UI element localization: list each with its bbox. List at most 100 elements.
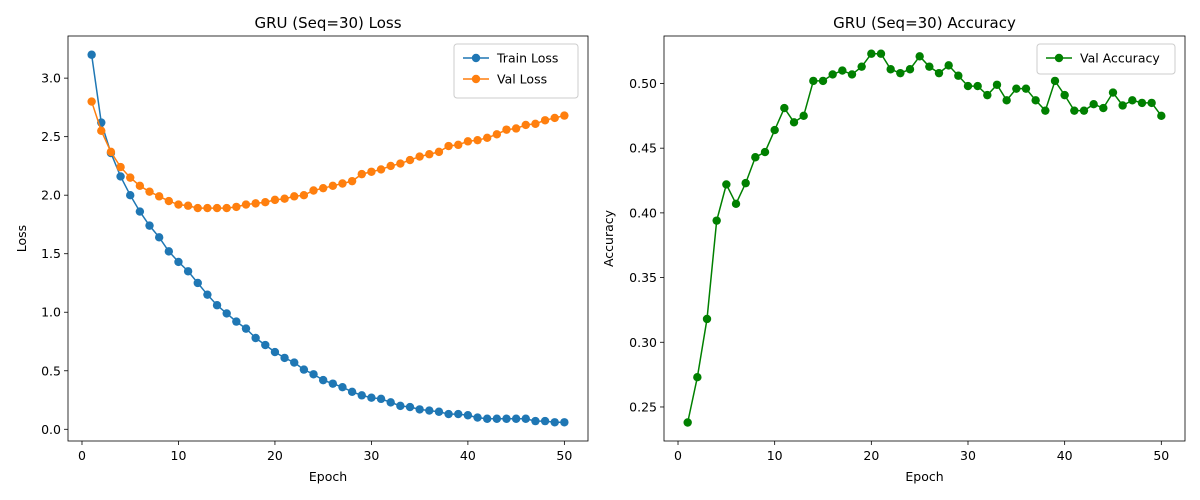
data-point bbox=[983, 90, 992, 100]
y-tick-label: 0.30 bbox=[629, 335, 657, 350]
data-point bbox=[116, 172, 125, 181]
data-point bbox=[106, 147, 116, 157]
data-point bbox=[154, 233, 164, 242]
y-axis-label: Accuracy bbox=[601, 209, 616, 267]
y-tick-label: 0.25 bbox=[629, 399, 657, 414]
series-val-accuracy bbox=[683, 49, 1166, 427]
data-point bbox=[973, 81, 982, 91]
data-point bbox=[540, 116, 550, 125]
data-point bbox=[386, 161, 395, 171]
data-point bbox=[290, 358, 299, 367]
data-point bbox=[560, 111, 569, 120]
y-tick-label: 3.0 bbox=[41, 71, 61, 86]
data-point bbox=[174, 257, 183, 267]
data-point bbox=[405, 155, 415, 165]
data-point bbox=[222, 309, 231, 318]
data-point bbox=[241, 324, 251, 333]
data-point bbox=[261, 340, 270, 350]
data-point bbox=[405, 402, 415, 412]
data-point bbox=[1137, 98, 1147, 108]
data-point bbox=[531, 416, 540, 426]
data-point bbox=[1089, 99, 1098, 109]
data-point bbox=[309, 186, 318, 195]
legend-label: Train Loss bbox=[496, 51, 558, 66]
x-tick-label: 40 bbox=[460, 448, 476, 463]
data-point bbox=[376, 394, 386, 404]
data-point bbox=[87, 97, 96, 106]
y-tick-label: 2.0 bbox=[41, 188, 61, 203]
data-point bbox=[193, 278, 202, 288]
data-point bbox=[434, 407, 444, 416]
loss-chart: GRU (Seq=30) Loss Epoch Loss 0 10 20 30 40 50 0.0… bbox=[14, 14, 589, 484]
legend-box bbox=[1036, 43, 1176, 75]
x-axis-label: Epoch bbox=[905, 469, 943, 484]
data-point bbox=[164, 247, 174, 256]
legend-marker bbox=[1054, 53, 1064, 63]
data-point bbox=[299, 190, 309, 200]
plot-frame bbox=[67, 35, 589, 442]
data-point bbox=[347, 387, 357, 397]
data-point bbox=[731, 199, 741, 209]
data-point bbox=[492, 414, 502, 423]
data-point bbox=[502, 125, 511, 134]
y-tick-label: 0.35 bbox=[629, 270, 657, 285]
data-point bbox=[702, 314, 712, 324]
data-point bbox=[789, 118, 799, 127]
data-point bbox=[818, 76, 828, 86]
data-point bbox=[550, 113, 559, 123]
x-tick-label: 10 bbox=[171, 448, 187, 463]
data-point bbox=[809, 76, 818, 86]
data-point bbox=[693, 373, 702, 382]
data-point bbox=[251, 333, 260, 343]
data-point bbox=[425, 406, 434, 415]
x-axis-label: Epoch bbox=[309, 469, 347, 484]
data-point bbox=[492, 130, 502, 139]
y-tick-label: 2.5 bbox=[41, 129, 61, 144]
x-tick-label: 10 bbox=[767, 448, 783, 463]
data-point bbox=[473, 413, 482, 422]
x-tick-label: 40 bbox=[1057, 448, 1073, 463]
x-tick-label: 20 bbox=[267, 448, 283, 463]
data-point bbox=[511, 414, 521, 423]
data-point bbox=[780, 103, 789, 113]
data-point bbox=[992, 80, 1002, 89]
data-point bbox=[444, 409, 453, 419]
data-point bbox=[1012, 84, 1021, 93]
chart-title: GRU (Seq=30) Loss bbox=[254, 14, 401, 32]
data-point bbox=[126, 190, 135, 200]
data-point bbox=[97, 126, 106, 136]
data-point bbox=[751, 153, 760, 162]
data-point bbox=[1050, 76, 1060, 86]
data-point bbox=[1070, 106, 1079, 115]
data-point bbox=[886, 65, 895, 74]
data-point bbox=[531, 119, 540, 128]
y-tick-label: 1.0 bbox=[41, 305, 61, 320]
data-point bbox=[203, 203, 212, 213]
y-axis-label: Loss bbox=[14, 225, 29, 252]
data-point bbox=[434, 147, 444, 157]
data-point bbox=[145, 221, 154, 230]
series-train-loss bbox=[87, 50, 569, 427]
data-point bbox=[338, 179, 347, 188]
data-point bbox=[828, 70, 837, 79]
data-point bbox=[741, 178, 750, 188]
x-tick-label: 30 bbox=[960, 448, 976, 463]
data-point bbox=[1128, 96, 1137, 105]
data-point bbox=[540, 416, 550, 426]
data-point bbox=[135, 181, 145, 191]
data-point bbox=[954, 71, 963, 80]
data-point bbox=[290, 192, 299, 201]
data-point bbox=[251, 199, 260, 208]
data-point bbox=[386, 398, 395, 407]
data-point bbox=[722, 180, 731, 189]
data-point bbox=[241, 200, 251, 209]
data-point bbox=[145, 187, 154, 196]
data-point bbox=[1031, 96, 1040, 105]
data-point bbox=[511, 124, 521, 133]
data-point bbox=[944, 61, 953, 70]
data-point bbox=[222, 203, 231, 213]
data-point bbox=[521, 414, 530, 423]
data-point bbox=[135, 207, 145, 216]
y-tick-label: 0.40 bbox=[629, 205, 657, 220]
data-point bbox=[712, 216, 721, 225]
